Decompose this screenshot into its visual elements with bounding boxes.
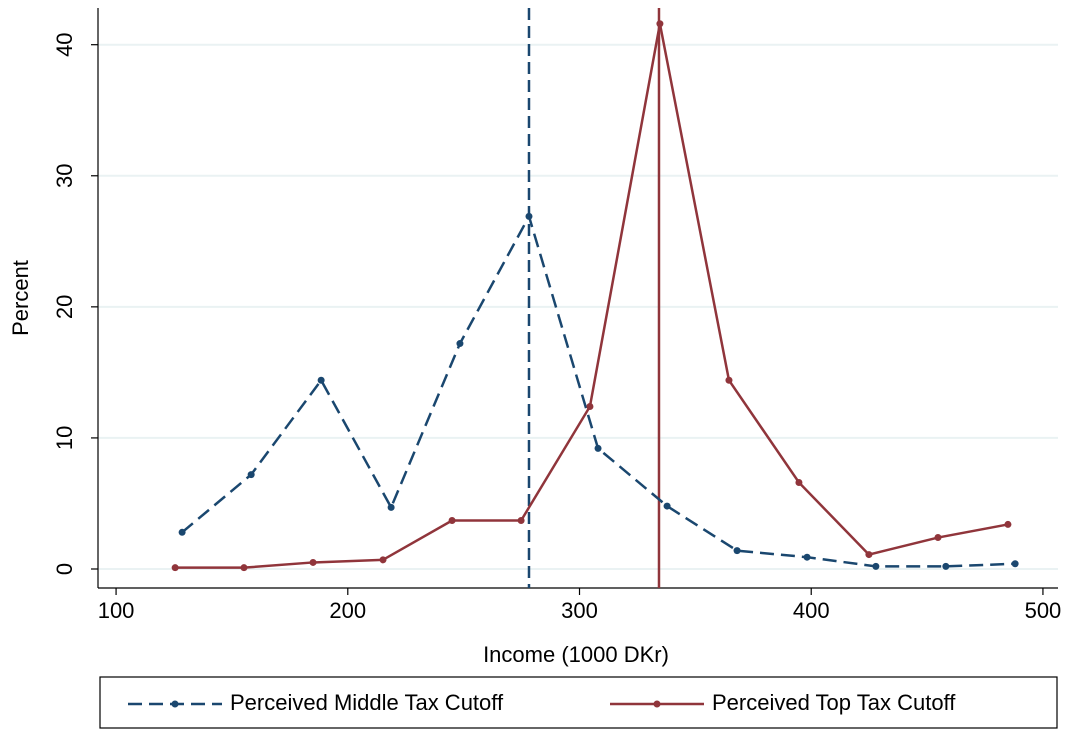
- y-axis-title: Percent: [8, 260, 33, 336]
- point: [309, 558, 317, 566]
- point: [387, 503, 395, 511]
- x-axis-title: Income (1000 DKr): [483, 642, 669, 667]
- point: [317, 376, 325, 384]
- point: [171, 564, 179, 572]
- point: [594, 444, 602, 452]
- point: [663, 502, 671, 510]
- y-tick-label: 10: [52, 426, 77, 450]
- legend-marker: [171, 700, 179, 708]
- x-tick-label: 300: [561, 598, 598, 623]
- point: [525, 212, 533, 220]
- y-tick-label: 0: [52, 563, 77, 575]
- point: [872, 562, 880, 570]
- point: [178, 528, 186, 536]
- point: [448, 516, 456, 524]
- point: [656, 20, 664, 28]
- y-tick-label: 20: [52, 295, 77, 319]
- legend-marker: [653, 700, 661, 708]
- point: [803, 553, 811, 561]
- y-tick-label: 40: [52, 32, 77, 56]
- point: [456, 340, 464, 348]
- point: [379, 556, 387, 564]
- x-tick-label: 500: [1025, 598, 1062, 623]
- x-tick-label: 100: [98, 598, 135, 623]
- y-tick-label: 30: [52, 164, 77, 188]
- point: [240, 564, 248, 572]
- legend-label: Perceived Top Tax Cutoff: [712, 690, 956, 715]
- x-tick-label: 400: [793, 598, 830, 623]
- point: [1011, 560, 1019, 568]
- point: [586, 402, 594, 410]
- point: [247, 471, 255, 479]
- point: [1004, 520, 1012, 528]
- x-tick-label: 200: [329, 598, 366, 623]
- point: [725, 376, 733, 384]
- point: [733, 547, 741, 555]
- legend-label: Perceived Middle Tax Cutoff: [230, 690, 504, 715]
- point: [795, 478, 803, 486]
- point: [517, 516, 525, 524]
- point: [942, 562, 950, 570]
- point: [934, 534, 942, 542]
- point: [865, 551, 873, 559]
- legend-box: [99, 676, 1058, 729]
